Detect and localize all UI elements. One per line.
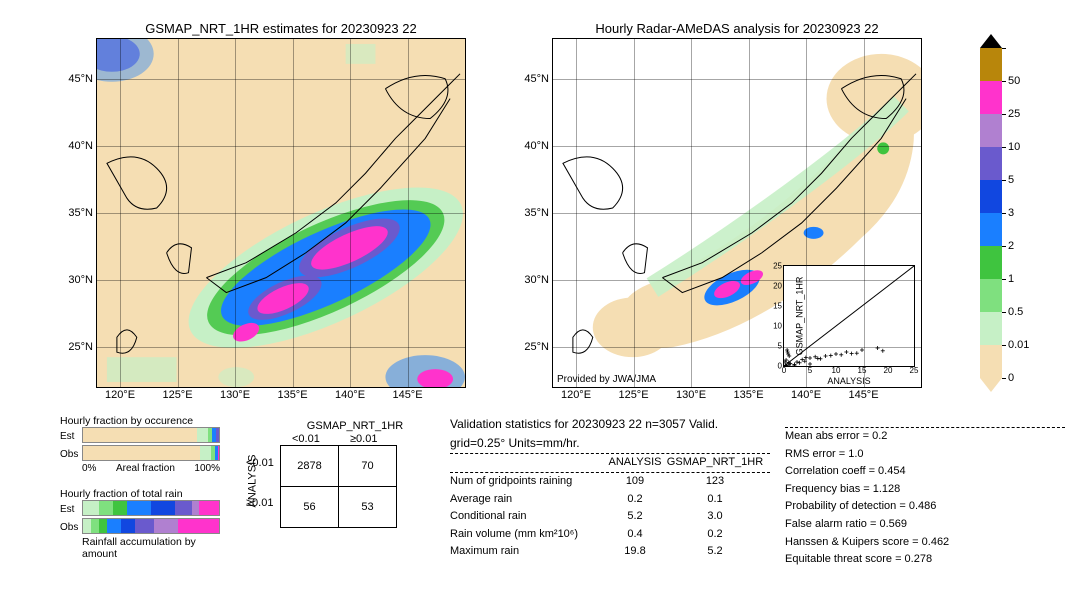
cont-00: 2878 [281,446,339,487]
validation-title: Validation statistics for 20230923 22 n=… [450,415,770,453]
occ-title: Hourly fraction by occurence [60,415,220,427]
title-right: Hourly Radar-AMeDAS analysis for 2023092… [553,21,921,36]
cont-col1: ≥0.01 [350,433,377,445]
stats-list: Mean abs error = 0.2RMS error = 1.0Corre… [785,427,1065,569]
validation-block: Validation statistics for 20230923 22 n=… [450,415,770,561]
map-right: Hourly Radar-AMeDAS analysis for 2023092… [552,38,922,388]
hourly-fraction-total: Hourly fraction of total rain Est Obs Ra… [60,488,220,560]
title-left: GSMAP_NRT_1HR estimates for 20230923 22 [97,21,465,36]
tot-footer: Rainfall accumulation by amount [82,536,220,560]
map-left: GSMAP_NRT_1HR estimates for 20230923 22 [96,38,466,388]
tot-row1: Obs [60,522,82,533]
contingency-table: GSMAP_NRT_1HR <0.01 ≥0.01 ANALYSIS <0.01… [280,445,397,528]
cont-11: 53 [339,487,397,528]
cont-row0: <0.01 [246,457,274,469]
val-col1: ANALYSIS [605,454,665,472]
occ-row0: Est [60,431,82,442]
occ-x1: Areal fraction [116,463,175,474]
cont-row1: ≥0.01 [246,497,273,509]
occ-x0: 0% [82,463,96,474]
hourly-fraction-occurrence: Hourly fraction by occurence Est Obs 0% … [60,415,220,474]
tot-title: Hourly fraction of total rain [60,488,220,500]
cont-10: 56 [281,487,339,528]
colorbar-arrow-bottom [980,378,1002,392]
val-col2: GSMAP_NRT_1HR [665,454,765,472]
occ-x2: 100% [194,463,220,474]
cont-col-header: GSMAP_NRT_1HR [300,420,410,432]
cont-col0: <0.01 [292,433,320,445]
credit: Provided by JWA/JMA [557,374,656,385]
occ-row1: Obs [60,449,82,460]
colorbar: 00.010.51235102550 [980,48,1002,378]
colorbar-arrow-top [980,34,1002,48]
cont-01: 70 [339,446,397,487]
tot-row0: Est [60,504,82,515]
